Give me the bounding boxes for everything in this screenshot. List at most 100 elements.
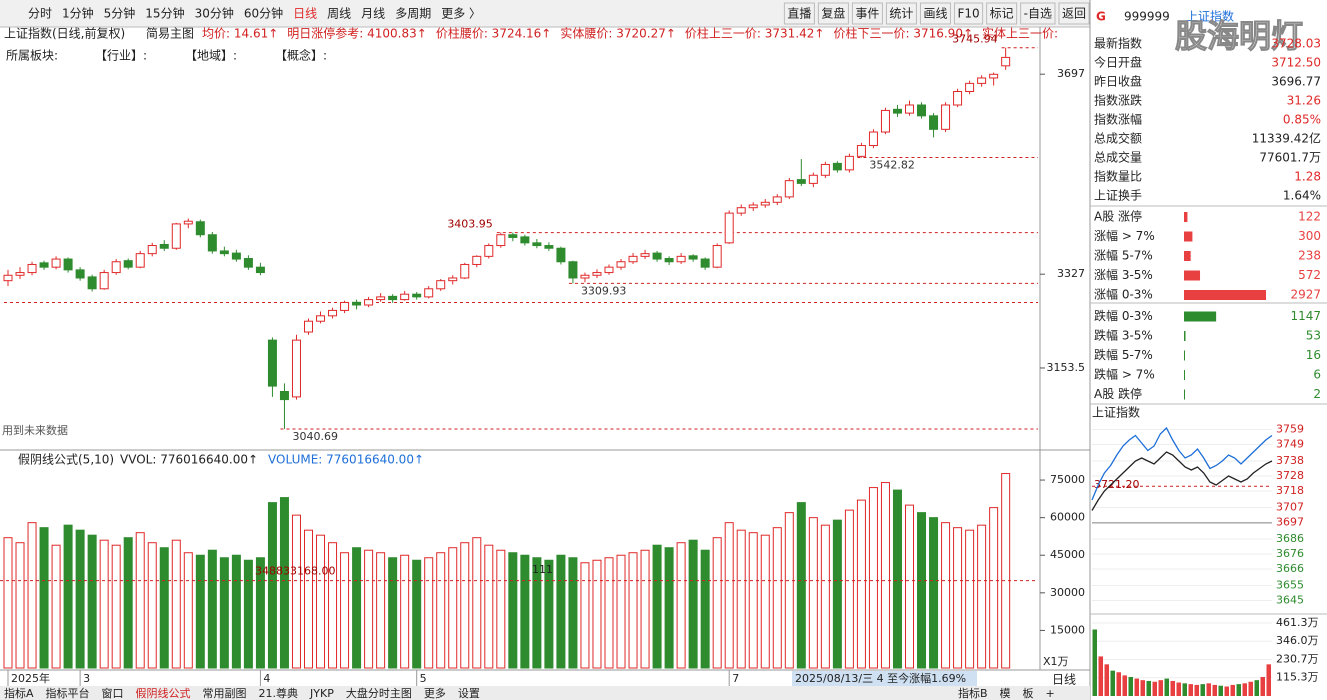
- candle-body: [195, 221, 205, 236]
- y-tick-label: 3749: [1276, 438, 1304, 451]
- volume-bar: [664, 547, 674, 669]
- toolbar-item[interactable]: 1分钟: [62, 6, 94, 21]
- volume-bar: [243, 559, 253, 669]
- sector-label: 所属板块:: [6, 49, 58, 63]
- tab[interactable]: 窗口: [102, 686, 124, 700]
- reference-label: 3721.20: [1094, 478, 1140, 491]
- breadth-bar: [1184, 311, 1217, 322]
- button-frame: [783, 2, 815, 25]
- toolbar-item[interactable]: 更多 〉: [441, 7, 481, 21]
- x-tick-label: 2025年: [11, 671, 50, 685]
- volume-bar: [400, 554, 410, 669]
- toolbar-button[interactable]: -自选: [1024, 7, 1052, 21]
- candle-body: [880, 109, 890, 133]
- candle-body: [3, 274, 13, 282]
- candle-body: [556, 247, 566, 263]
- tab[interactable]: 常用副图: [203, 687, 247, 700]
- toolbar-item[interactable]: 30分钟: [195, 6, 234, 21]
- button-frame: [885, 2, 917, 25]
- toolbar-button[interactable]: 返回: [1062, 7, 1086, 21]
- tab[interactable]: 模: [1000, 687, 1011, 700]
- toolbar-item[interactable]: 日线: [293, 7, 317, 21]
- candle-body: [748, 204, 758, 209]
- volume-note: 111: [532, 563, 553, 576]
- toolbar-item[interactable]: 周线: [327, 7, 351, 21]
- toolbar-item[interactable]: 60分钟: [244, 6, 283, 21]
- toolbar-button[interactable]: 事件: [855, 7, 879, 21]
- toolbar-button[interactable]: 统计: [889, 7, 913, 21]
- tab[interactable]: 指标A: [4, 686, 34, 700]
- tab[interactable]: 更多: [424, 686, 446, 700]
- y-tick-label: 3327: [1057, 267, 1085, 280]
- candle-body: [929, 115, 939, 130]
- tab[interactable]: 指标B: [958, 686, 988, 700]
- stat-value: 3728.03: [1271, 37, 1321, 51]
- note: 用到未来数据: [2, 423, 68, 437]
- candle-body: [135, 253, 145, 268]
- candle-body: [39, 262, 49, 268]
- intraday-volume: [1170, 680, 1175, 696]
- stat-label: 最新指数: [1094, 36, 1142, 51]
- toolbar-item[interactable]: 多周期: [395, 7, 431, 21]
- toolbar-item[interactable]: 5分钟: [104, 6, 136, 21]
- breadth-label: 涨幅 5-7%: [1094, 248, 1153, 263]
- breadth-label: 跌幅 > 7%: [1094, 367, 1155, 382]
- intraday-volume: [1260, 677, 1265, 696]
- candle-body: [784, 180, 794, 198]
- stat-value: 1.64%: [1283, 189, 1321, 203]
- volume-bar: [75, 529, 85, 669]
- y-tick-label: 75000: [1050, 473, 1085, 486]
- candle-body: [604, 266, 614, 274]
- stat-label: 昨日收盘: [1094, 74, 1142, 89]
- tab[interactable]: 设置: [458, 687, 480, 700]
- candle-body: [231, 252, 241, 260]
- toolbar-item[interactable]: 分时: [28, 7, 52, 21]
- toolbar-item[interactable]: 15分钟: [145, 6, 184, 21]
- volume-bar: [279, 497, 289, 669]
- volume-bar: [231, 554, 241, 669]
- candle-body: [544, 245, 554, 249]
- volume-bar: [808, 517, 818, 669]
- tab[interactable]: 大盘分时主图: [346, 686, 412, 700]
- toolbar-button[interactable]: F10: [957, 7, 979, 21]
- candle-body: [412, 293, 422, 298]
- volume-bar: [977, 524, 987, 669]
- toolbar-item[interactable]: 月线: [361, 7, 385, 21]
- volume-bar: [712, 537, 722, 669]
- y-tick-label: 3153.5: [1047, 361, 1086, 374]
- toolbar-button[interactable]: 直播: [787, 7, 811, 21]
- breadth-value: 572: [1298, 268, 1321, 282]
- toolbar-button[interactable]: 画线: [923, 7, 947, 21]
- candle-body: [724, 212, 734, 244]
- volume-bar: [580, 562, 590, 669]
- breadth-value: 1147: [1290, 309, 1321, 323]
- tab[interactable]: 板: [1023, 686, 1034, 700]
- tab[interactable]: 假阴线公式: [136, 686, 191, 700]
- intraday-volume: [1254, 680, 1259, 696]
- candle-body: [51, 258, 61, 268]
- tab-bar: [0, 686, 1090, 700]
- candle-body: [616, 261, 626, 268]
- candle-body: [712, 245, 722, 268]
- mode: 简易主图: [146, 27, 194, 41]
- toolbar-button[interactable]: 标记: [990, 7, 1014, 21]
- level-label: 3403.95: [447, 218, 493, 231]
- tab[interactable]: 21.尊典: [259, 686, 299, 700]
- indicator: 价柱上三一价: 3731.42↑: [685, 26, 825, 41]
- breadth-bar: [1184, 350, 1185, 361]
- candle-body: [905, 104, 914, 114]
- intraday-title: 上证指数: [1092, 405, 1140, 420]
- status: 2025/08/13/三 4 至今涨幅1.69%: [795, 671, 966, 685]
- tab[interactable]: +: [1046, 687, 1055, 700]
- volume-bar: [111, 544, 121, 669]
- breadth-label: 涨幅 0-3%: [1094, 287, 1153, 302]
- tab[interactable]: 指标平台: [46, 686, 90, 700]
- intraday-volume: [1200, 684, 1205, 696]
- tab[interactable]: JYKP: [309, 687, 334, 700]
- stat-value: 3696.77: [1271, 75, 1321, 89]
- breadth-value: 2: [1313, 387, 1321, 401]
- toolbar-button[interactable]: 复盘: [821, 6, 845, 21]
- intraday-volume: [1212, 684, 1217, 696]
- intraday-volume: [1116, 672, 1121, 696]
